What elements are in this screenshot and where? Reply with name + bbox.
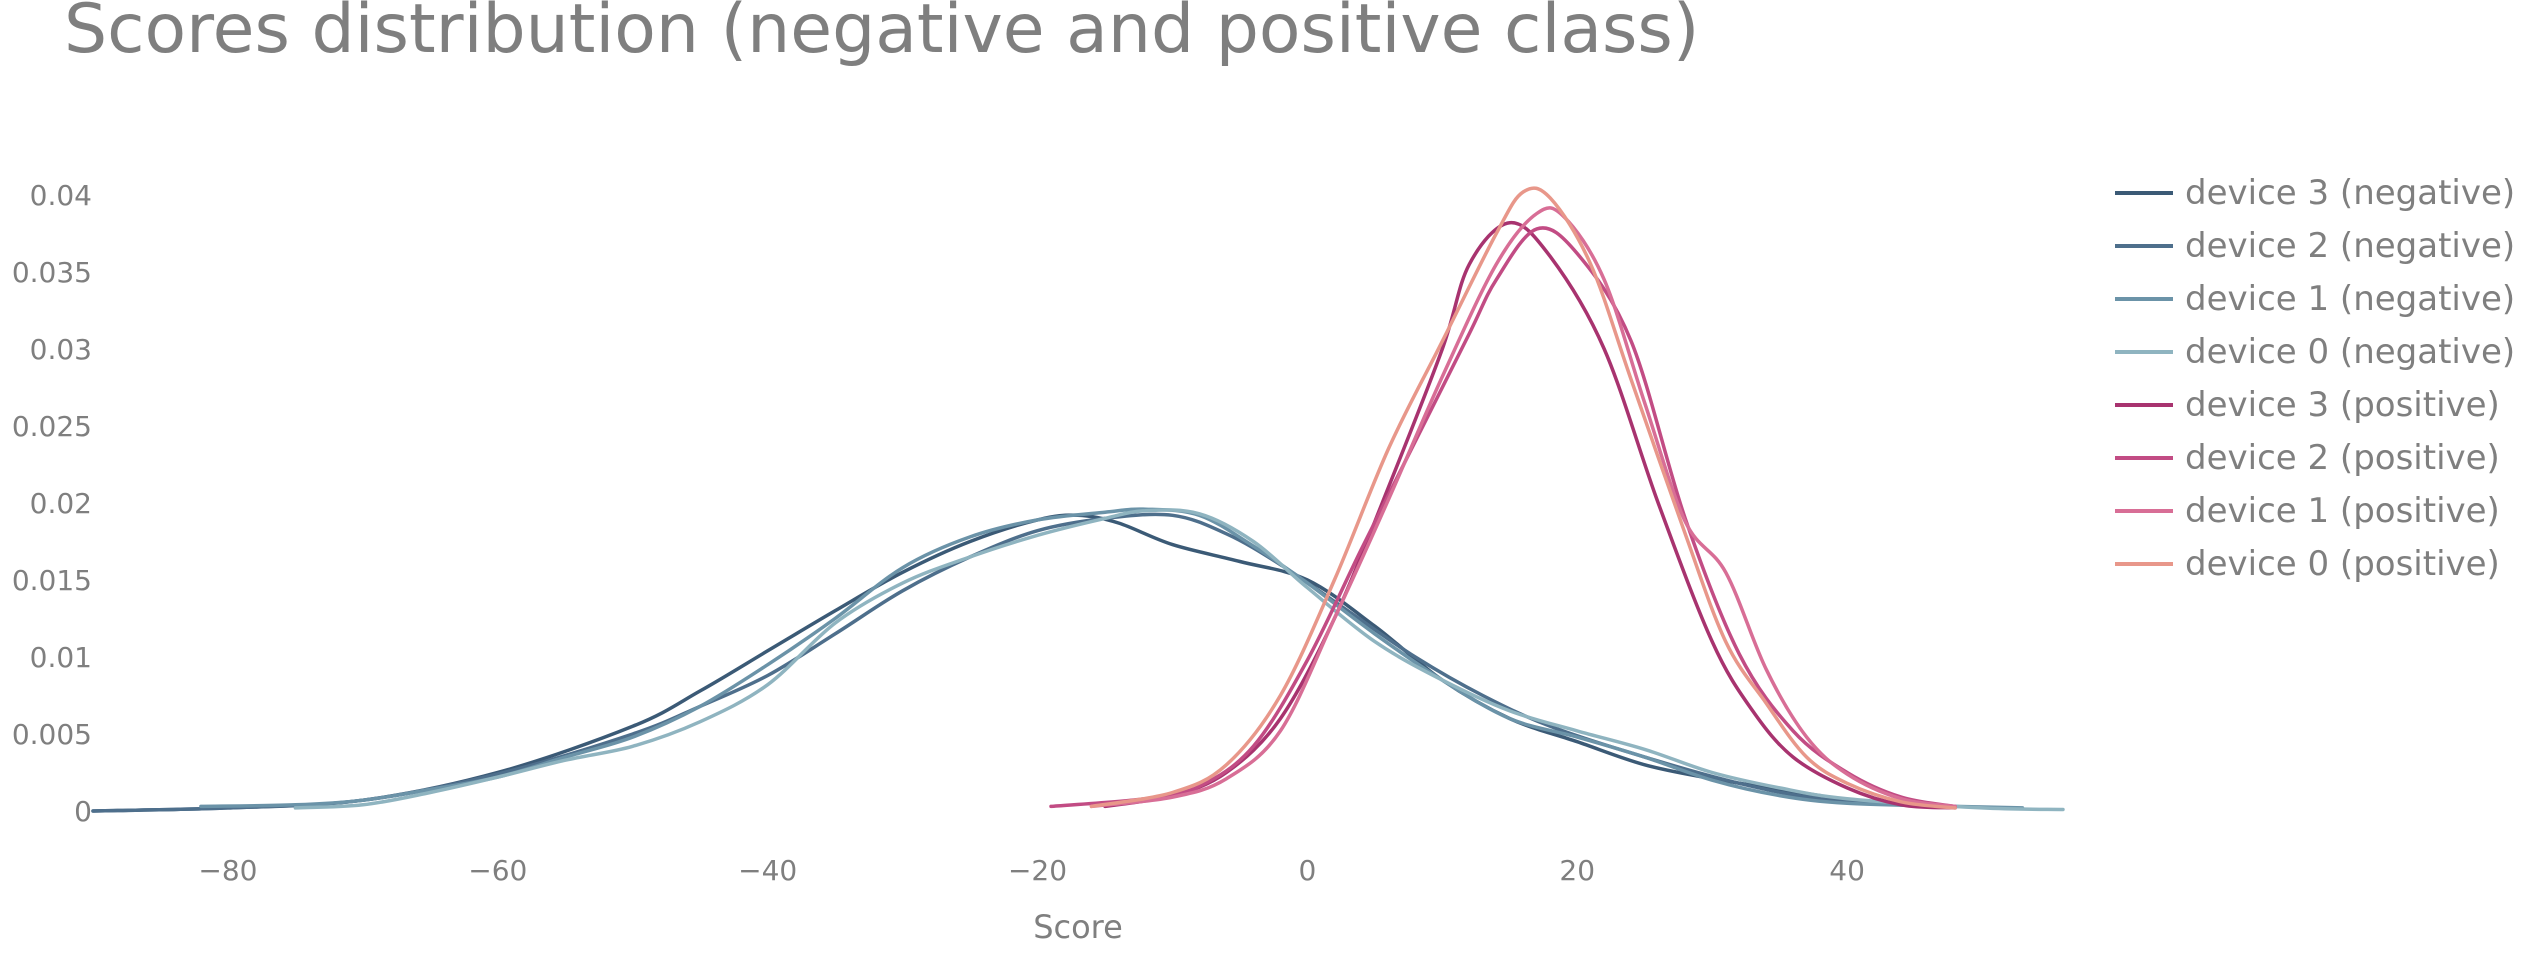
y-tick-label: 0.01 — [30, 641, 92, 674]
chart-title: Scores distribution (negative and positi… — [64, 0, 1699, 69]
x-tick-label: −80 — [198, 854, 257, 887]
legend-label: device 1 (negative) — [2185, 279, 2515, 319]
x-axis-title: Score — [1033, 908, 1123, 946]
legend-item[interactable]: device 3 (positive) — [2115, 385, 2500, 425]
legend[interactable]: device 3 (negative) device 2 (negative) de… — [2115, 173, 2515, 584]
series-line — [199, 507, 2025, 810]
y-tick-label: 0.025 — [12, 410, 92, 443]
x-axis: −80 −60 −40 −20 0 20 40 — [198, 854, 1865, 887]
series-line — [1049, 226, 1957, 809]
legend-item[interactable]: device 1 (positive) — [2115, 491, 2500, 531]
series-line — [91, 513, 1822, 813]
x-tick-label: 40 — [1829, 854, 1865, 887]
series-line — [1103, 220, 1957, 810]
plot-area — [91, 186, 2065, 813]
x-tick-label: 0 — [1298, 854, 1316, 887]
y-tick-label: 0 — [74, 795, 92, 828]
legend-item[interactable]: device 2 (negative) — [2115, 226, 2515, 266]
series-line — [293, 508, 2065, 812]
legend-label: device 1 (positive) — [2185, 491, 2500, 531]
legend-item[interactable]: device 0 (negative) — [2115, 332, 2515, 372]
x-tick-label: −20 — [1008, 854, 1067, 887]
series-line — [1089, 186, 1957, 810]
legend-label: device 3 (negative) — [2185, 173, 2515, 213]
legend-label: device 3 (positive) — [2185, 385, 2500, 425]
legend-label: device 0 (positive) — [2185, 544, 2500, 584]
x-tick-label: −60 — [468, 854, 527, 887]
y-axis: 0 0.005 0.01 0.015 0.02 0.025 0.03 0.035 0.04 — [12, 179, 92, 828]
y-tick-label: 0.02 — [30, 487, 92, 520]
x-tick-label: 20 — [1559, 854, 1595, 887]
legend-item[interactable]: device 0 (positive) — [2115, 544, 2500, 584]
legend-item[interactable]: device 3 (negative) — [2115, 173, 2515, 213]
y-tick-label: 0.005 — [12, 718, 92, 751]
legend-label: device 0 (negative) — [2185, 332, 2515, 372]
legend-label: device 2 (positive) — [2185, 438, 2500, 478]
y-tick-label: 0.04 — [30, 179, 92, 212]
series-line — [1089, 206, 1957, 809]
y-tick-label: 0.03 — [30, 333, 92, 366]
y-tick-label: 0.015 — [12, 564, 92, 597]
y-tick-label: 0.035 — [12, 256, 92, 289]
legend-item[interactable]: device 2 (positive) — [2115, 438, 2500, 478]
legend-item[interactable]: device 1 (negative) — [2115, 279, 2515, 319]
legend-label: device 2 (negative) — [2185, 226, 2515, 266]
x-tick-label: −40 — [738, 854, 797, 887]
